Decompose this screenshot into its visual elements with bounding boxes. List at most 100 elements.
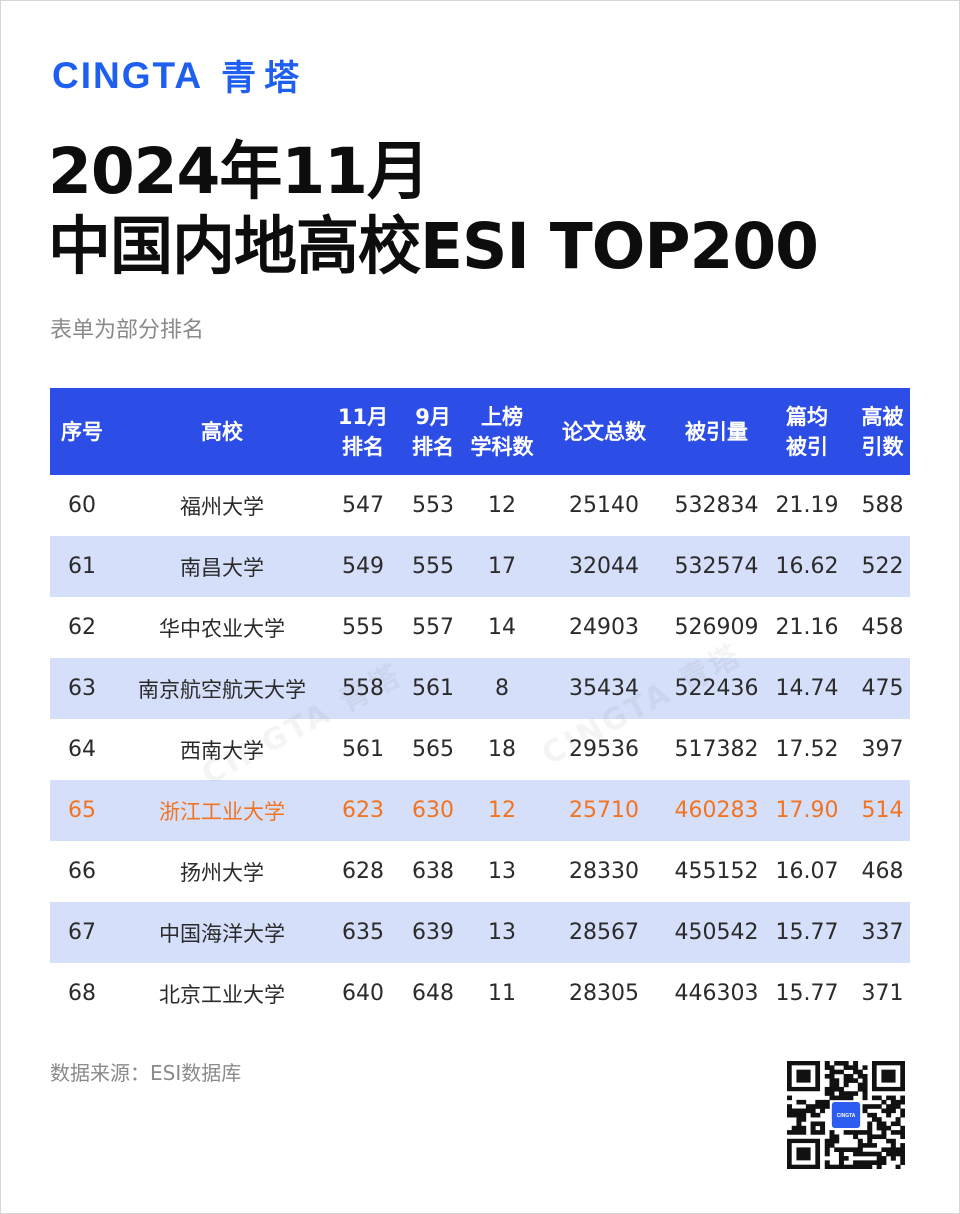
table-cell: 南昌大学 bbox=[180, 555, 264, 580]
page-title: 2024年11月 中国内地高校ESI TOP200 bbox=[48, 134, 819, 284]
header-label: 论文总数 bbox=[562, 419, 646, 444]
table-cell: 15.77 bbox=[775, 920, 839, 945]
table-cell: 14 bbox=[488, 615, 516, 640]
table-row: 67 中国海洋大学 635 639 13 28567 450542 15.77 337 bbox=[50, 902, 910, 963]
table-cell: 630 bbox=[412, 798, 454, 823]
header-label: 学科数 bbox=[470, 434, 534, 459]
header-cell: 被引量 bbox=[674, 388, 759, 475]
table-cell: 450542 bbox=[674, 920, 759, 945]
table-cell: 17.90 bbox=[775, 798, 839, 823]
table-cell: 21.16 bbox=[775, 615, 839, 640]
table-cell: 475 bbox=[861, 676, 904, 701]
header-label: 高校 bbox=[201, 419, 243, 444]
table-cell: 25710 bbox=[569, 798, 639, 823]
table-cell: 16.07 bbox=[775, 859, 839, 884]
table-cell: 17.52 bbox=[775, 737, 839, 762]
table-cell: 西南大学 bbox=[180, 738, 264, 763]
table-cell: 13 bbox=[488, 920, 516, 945]
header-label: 上榜 bbox=[481, 404, 523, 429]
table-cell: 561 bbox=[342, 737, 384, 762]
qr-center-label: CINGTA bbox=[837, 1113, 856, 1119]
table-cell: 640 bbox=[342, 981, 384, 1006]
header-cell: 高被 引数 bbox=[855, 388, 910, 475]
table-cell: 北京工业大学 bbox=[159, 982, 285, 1007]
table-cell: 28567 bbox=[569, 920, 639, 945]
table-cell: 623 bbox=[342, 798, 384, 823]
table-row: 66 扬州大学 628 638 13 28330 455152 16.07 468 bbox=[50, 841, 910, 902]
header-label: 引数 bbox=[861, 434, 904, 459]
table-cell: 549 bbox=[342, 554, 384, 579]
table-cell: 28330 bbox=[569, 859, 639, 884]
table-cell: 25140 bbox=[569, 493, 639, 518]
table-cell: 557 bbox=[412, 615, 454, 640]
table-cell: 32044 bbox=[569, 554, 639, 579]
table-cell: 555 bbox=[412, 554, 454, 579]
header-cell: 序号 bbox=[50, 388, 114, 475]
table-cell: 517382 bbox=[674, 737, 759, 762]
table-cell: 65 bbox=[68, 798, 96, 823]
header-label: 9月 bbox=[415, 404, 451, 429]
table-cell: 29536 bbox=[569, 737, 639, 762]
table-cell: 13 bbox=[488, 859, 516, 884]
table-row: 61 南昌大学 549 555 17 32044 532574 16.62 522 bbox=[50, 536, 910, 597]
table-cell: 547 bbox=[342, 493, 384, 518]
ranking-table: 序号 高校 11月 排名 9月 排名 上榜 学科数 论文总数 被引量 篇均 被引 高被 引数 60 福州大学… bbox=[50, 388, 910, 1024]
table-cell: 628 bbox=[342, 859, 384, 884]
table-cell: 337 bbox=[861, 920, 904, 945]
table-cell: 558 bbox=[342, 676, 384, 701]
table-cell: 28305 bbox=[569, 981, 639, 1006]
table-cell: 458 bbox=[861, 615, 904, 640]
table-cell: 522436 bbox=[674, 676, 759, 701]
table-cell: 514 bbox=[861, 798, 904, 823]
table-cell: 62 bbox=[68, 615, 96, 640]
table-cell: 565 bbox=[412, 737, 454, 762]
header-label: 篇均 bbox=[786, 404, 828, 429]
header-label: 高被 bbox=[861, 404, 904, 429]
table-header: 序号 高校 11月 排名 9月 排名 上榜 学科数 论文总数 被引量 篇均 被引 高被 引数 bbox=[50, 388, 910, 475]
table-cell: 397 bbox=[861, 737, 904, 762]
table-row: 62 华中农业大学 555 557 14 24903 526909 21.16 458 bbox=[50, 597, 910, 658]
table-cell: 455152 bbox=[674, 859, 759, 884]
data-source-note: 数据来源：ESI数据库 bbox=[50, 1061, 242, 1085]
table-cell: 15.77 bbox=[775, 981, 839, 1006]
table-cell: 14.74 bbox=[775, 676, 839, 701]
table-cell: 35434 bbox=[569, 676, 639, 701]
header-label: 排名 bbox=[341, 434, 384, 459]
table-cell: 南京航空航天大学 bbox=[138, 677, 306, 702]
table-cell: 635 bbox=[342, 920, 384, 945]
table-cell: 63 bbox=[68, 676, 96, 701]
page-subtitle: 表单为部分排名 bbox=[50, 318, 205, 343]
header-label: 11月 bbox=[337, 404, 389, 429]
brand-logo-latin: CINGTA bbox=[52, 54, 204, 96]
table-cell: 446303 bbox=[674, 981, 759, 1006]
table-cell: 588 bbox=[861, 493, 904, 518]
table-cell: 11 bbox=[488, 981, 516, 1006]
table-body: 60 福州大学 547 553 12 25140 532834 21.19 588 61 南昌大学 5… bbox=[50, 475, 910, 1024]
page-title-line2: 中国内地高校ESI TOP200 bbox=[48, 210, 819, 283]
table-cell: 66 bbox=[68, 859, 96, 884]
table-cell: 638 bbox=[412, 859, 454, 884]
table-cell: 福州大学 bbox=[180, 494, 264, 519]
table-cell: 64 bbox=[68, 737, 96, 762]
table-cell: 371 bbox=[861, 981, 904, 1006]
table-cell: 67 bbox=[68, 920, 96, 945]
page-title-line1: 2024年11月 bbox=[48, 135, 430, 208]
header-cell: 高校 bbox=[114, 388, 330, 475]
table-row: 63 南京航空航天大学 558 561 8 35434 522436 14.74 475 bbox=[50, 658, 910, 719]
table-cell: 648 bbox=[412, 981, 454, 1006]
header-cell: 11月排名 bbox=[330, 388, 396, 475]
header-cell: 上榜 学科数 bbox=[470, 388, 534, 475]
table-cell: 460283 bbox=[674, 798, 759, 823]
header-cell: 论文总数 bbox=[534, 388, 674, 475]
table-cell: 12 bbox=[488, 493, 516, 518]
table-cell: 553 bbox=[412, 493, 454, 518]
header-cell: 9月排名 bbox=[396, 388, 470, 475]
table-cell: 526909 bbox=[674, 615, 759, 640]
table-row: 68 北京工业大学 640 648 11 28305 446303 15.77 371 bbox=[50, 963, 910, 1024]
header-label: 排名 bbox=[412, 434, 454, 459]
table-cell: 华中农业大学 bbox=[159, 616, 285, 641]
table-cell: 68 bbox=[68, 981, 96, 1006]
header-label: 序号 bbox=[61, 419, 103, 444]
brand-logo: CINGTA 青塔 bbox=[52, 50, 307, 101]
table-cell: 561 bbox=[412, 676, 454, 701]
